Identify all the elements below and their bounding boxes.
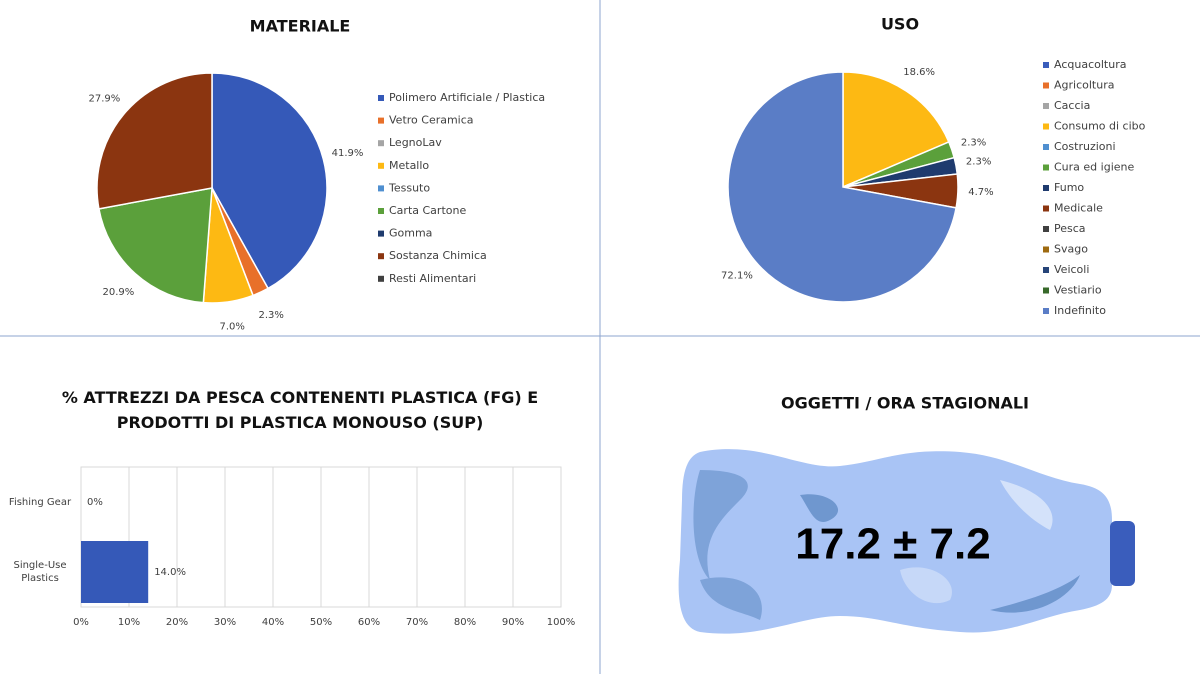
legend-label: Cura ed igiene (1054, 161, 1134, 174)
data-label: 2.3% (961, 137, 986, 148)
x-tick-label: 100% (547, 617, 576, 628)
x-tick-label: 60% (358, 617, 380, 628)
data-label: 18.6% (903, 67, 935, 78)
y-tick-label: Fishing Gear (8, 496, 72, 508)
x-tick-label: 20% (166, 617, 188, 628)
data-label: 2.3% (259, 310, 284, 321)
y-tick-label: Single-Use Plastics (13, 560, 67, 584)
legend-label: Veicoli (1054, 263, 1089, 276)
legend-label: Svago (1054, 243, 1088, 256)
data-label: 7.0% (219, 322, 244, 333)
legend-label: Metallo (389, 159, 429, 172)
legend-label: Caccia (1054, 99, 1090, 112)
x-tick-label: 80% (454, 617, 476, 628)
kpi-title: OGGETTI / ORA STAGIONALI (781, 394, 1029, 413)
legend-swatch (378, 230, 384, 237)
legend-swatch (378, 185, 384, 192)
legend-swatch (378, 117, 384, 124)
legend-label: Costruzioni (1054, 140, 1116, 153)
legend-label: Gomma (389, 227, 432, 240)
legend-label: Sostanza Chimica (389, 249, 487, 262)
data-label: 4.7% (968, 187, 993, 198)
legend-swatch (378, 162, 384, 169)
legend-label: Carta Cartone (389, 204, 466, 217)
legend-swatch (1043, 267, 1049, 273)
legend-swatch (378, 140, 384, 147)
legend-label: Indefinito (1054, 304, 1106, 317)
legend-swatch (378, 208, 384, 214)
legend-label: Resti Alimentari (389, 272, 476, 285)
legend-swatch (1043, 226, 1049, 232)
legend-swatch (1043, 144, 1049, 150)
legend-swatch (378, 253, 384, 260)
chart-title: USO (881, 15, 919, 34)
legend-swatch (1043, 185, 1049, 191)
legend-label: Pesca (1054, 222, 1086, 235)
legend-swatch (1043, 62, 1049, 68)
x-tick-label: 50% (310, 617, 332, 628)
data-label: 27.9% (89, 93, 121, 104)
legend-label: Vestiario (1054, 284, 1102, 297)
chart-title: MATERIALE (250, 17, 351, 36)
legend-swatch (1043, 205, 1049, 212)
data-label: 41.9% (332, 148, 364, 159)
legend-swatch (1043, 123, 1049, 130)
data-label: 0% (87, 497, 103, 508)
x-tick-label: 40% (262, 617, 284, 628)
pie-slice (842, 71, 950, 189)
pie-slice (727, 71, 957, 303)
pie-slice (211, 72, 328, 290)
legend-label: LegnoLav (389, 136, 442, 149)
bottle (678, 449, 1135, 634)
x-tick-label: 90% (502, 617, 524, 628)
legend-label: Agricoltura (1054, 79, 1114, 92)
legend-label: Acquacoltura (1054, 58, 1126, 71)
legend-swatch (1043, 287, 1049, 294)
data-label: 72.1% (721, 270, 753, 281)
legend-swatch (1043, 308, 1049, 314)
x-tick-label: 30% (214, 617, 236, 628)
chart-title: % ATTREZZI DA PESCA CONTENENTI PLASTICA … (61, 388, 539, 432)
legend-label: Medicale (1054, 202, 1103, 215)
legend-swatch (1043, 82, 1049, 89)
data-label: 2.3% (966, 157, 991, 168)
x-tick-label: 0% (73, 617, 89, 628)
legend-label: Tessuto (388, 181, 430, 194)
legend-swatch (378, 275, 384, 282)
legend-label: Consumo di cibo (1054, 120, 1146, 133)
kpi-value: 17.2 ± 7.2 (795, 520, 990, 569)
legend-swatch (1043, 103, 1049, 109)
legend-swatch (1043, 164, 1049, 171)
legend-label: Fumo (1054, 181, 1084, 194)
legend-label: Vetro Ceramica (389, 114, 474, 127)
x-tick-label: 70% (406, 617, 428, 628)
bar (81, 541, 149, 603)
legend-swatch (378, 95, 384, 101)
legend-swatch (1043, 246, 1049, 253)
data-label: 20.9% (103, 287, 135, 298)
pie-slice (96, 72, 213, 210)
legend-label: Polimero Artificiale / Plastica (389, 91, 545, 104)
data-label: 14.0% (154, 567, 186, 578)
x-tick-label: 10% (118, 617, 140, 628)
pie-slice (98, 187, 213, 304)
